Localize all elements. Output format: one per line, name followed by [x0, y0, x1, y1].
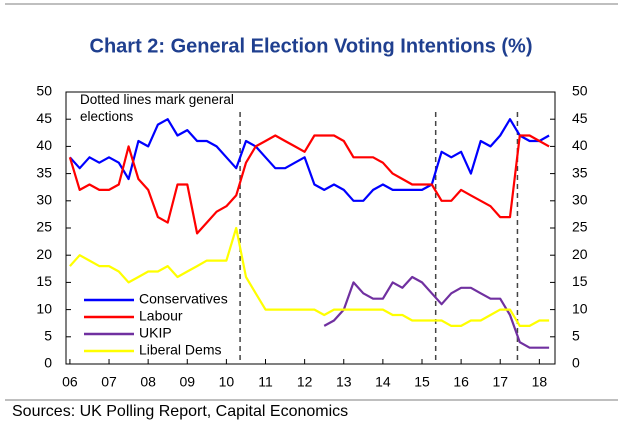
y2-tick-label: 5 — [572, 328, 580, 344]
y-tick-label: 0 — [44, 355, 52, 371]
y-tick-label: 40 — [36, 137, 52, 153]
y2-tick-label: 20 — [572, 246, 588, 262]
source: Sources: UK Polling Report, Capital Econ… — [12, 403, 348, 420]
series-line — [323, 275, 550, 349]
y-tick-label: 30 — [36, 192, 52, 208]
legend-label: UKIP — [139, 325, 172, 341]
y2-tick-label: 35 — [572, 164, 588, 180]
x-tick-label: 09 — [179, 374, 195, 390]
chart-title: Chart 2: General Election Voting Intenti… — [90, 35, 533, 57]
y-tick-label: 15 — [36, 273, 52, 289]
x-tick-label: 12 — [297, 374, 313, 390]
x-tick-label: 11 — [258, 374, 273, 390]
legend-label: Conservatives — [139, 291, 228, 307]
y2-tick-label: 30 — [572, 192, 588, 208]
x-tick-label: 18 — [532, 374, 548, 390]
legend-label: Liberal Dems — [139, 342, 221, 358]
y2-tick-label: 10 — [572, 300, 588, 316]
legend-label: Labour — [139, 308, 183, 324]
x-tick-label: 07 — [101, 374, 117, 390]
x-tick-label: 13 — [336, 374, 352, 390]
y-tick-label: 45 — [36, 110, 52, 126]
y-tick-label: 50 — [36, 83, 52, 99]
y2-tick-label: 15 — [572, 273, 588, 289]
series-line — [68, 134, 550, 235]
y2-tick-label: 40 — [572, 137, 588, 153]
annotation: Dotted lines mark general elections — [80, 92, 234, 124]
series-line — [69, 118, 550, 202]
y-tick-label: 20 — [36, 246, 52, 262]
series-line — [69, 226, 550, 327]
y-tick-label: 10 — [36, 300, 52, 316]
x-tick-label: 15 — [414, 374, 430, 390]
x-tick-label: 14 — [375, 374, 391, 390]
y2-tick-label: 0 — [572, 355, 580, 371]
y2-tick-label: 45 — [572, 110, 588, 126]
y2-tick-label: 50 — [572, 83, 588, 99]
y-tick-label: 25 — [36, 219, 52, 235]
x-tick-label: 08 — [140, 374, 156, 390]
x-tick-label: 10 — [219, 374, 235, 390]
x-tick-label: 17 — [492, 374, 508, 390]
y2-tick-label: 25 — [572, 219, 588, 235]
x-tick-label: 16 — [453, 374, 469, 390]
x-tick-label: 06 — [62, 374, 78, 390]
y-tick-label: 5 — [44, 328, 52, 344]
y-tick-label: 35 — [36, 164, 52, 180]
